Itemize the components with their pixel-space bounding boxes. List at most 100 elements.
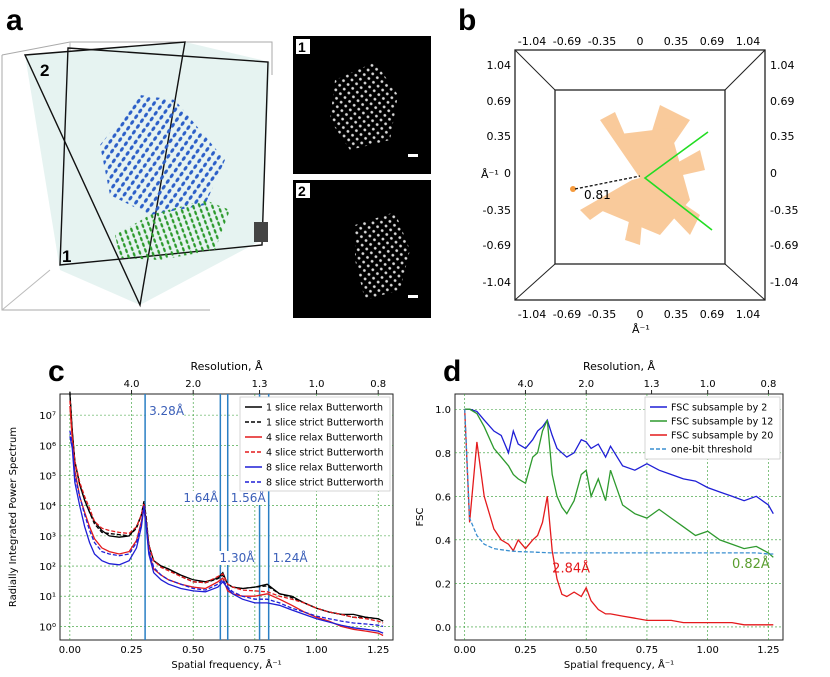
x-tick-label: 0.50: [182, 645, 204, 656]
legend-entry: 8 slice strict Butterworth: [266, 478, 384, 489]
x-tick-label: 1.00: [697, 645, 719, 656]
b-top-tick: -1.04: [518, 35, 546, 48]
inset-1-num: 1: [298, 39, 306, 55]
y-tick-label: 10⁷: [39, 411, 56, 422]
legend-box: [239, 396, 391, 492]
b-x-label: Å⁻¹: [632, 323, 650, 336]
corner-bl: [514, 263, 556, 301]
scatter-point: [570, 186, 576, 192]
b-bottom-tick: 0: [637, 308, 644, 321]
b-right-tick: 0.69: [770, 95, 795, 108]
b-right-tick: 1.04: [770, 59, 795, 72]
b-left-tick: -0.35: [483, 204, 511, 217]
resolution-annotation: 0.81: [584, 188, 611, 202]
b-top-tick: -0.35: [588, 35, 616, 48]
vline-label: 3.28Å: [149, 403, 185, 418]
b-left-tick: -1.04: [483, 276, 511, 289]
vline-label: 1.30Å: [220, 550, 256, 565]
box-edge-back: [1, 41, 273, 75]
y-axis-label: FSC: [415, 508, 426, 527]
legend-box: [644, 396, 781, 460]
top-tick-label: 0.8: [370, 379, 386, 390]
b-left-tick: -0.69: [483, 239, 511, 252]
x-tick-label: 1.00: [305, 645, 327, 656]
b-top-tick: -0.69: [553, 35, 581, 48]
b-right-tick: 0: [770, 167, 777, 180]
x-axis-label: Spatial frequency, Å⁻¹: [171, 658, 281, 671]
plane-1: [59, 47, 269, 266]
series-line-2: [464, 409, 774, 626]
chart-annotation: 0.82Å: [732, 556, 770, 572]
top-tick-label: 4.0: [124, 379, 140, 390]
y-tick-label: 0.0: [435, 623, 451, 634]
top-tick-label: 1.0: [700, 379, 716, 390]
inset-1-crystal: [330, 62, 398, 150]
y-tick-label: 10⁵: [39, 471, 56, 482]
inset-2-num: 2: [298, 183, 306, 199]
y-tick-label: 10³: [39, 532, 56, 543]
y-tick-label: 1.0: [435, 405, 451, 416]
panel-c-label: c: [48, 355, 65, 388]
legend-entry: FSC subsample by 2: [671, 403, 767, 414]
y-tick-label: 0.4: [435, 536, 451, 547]
b-right-tick: -1.04: [770, 276, 798, 289]
scatter-cloud: [580, 105, 705, 245]
series-line-5: [69, 430, 384, 628]
b-bottom-tick: -1.04: [518, 308, 546, 321]
series-line-4: [69, 436, 384, 634]
panel-d: d 0.00 0.25 0.50 0.75 1.00 1.25 0.0 0.2 0.4 0.6 0.…: [415, 355, 784, 671]
vline-label: 1.24Å: [273, 550, 309, 565]
top-tick-label: 2.0: [578, 379, 594, 390]
top-tick-label: 1.3: [252, 379, 268, 390]
y-tick-label: 0.6: [435, 492, 451, 503]
legend-entry: 4 slice relax Butterworth: [266, 433, 383, 444]
resolution-line: [574, 175, 641, 190]
x-tick-label: 1.25: [757, 645, 779, 656]
plane-2-label: 2: [40, 61, 49, 80]
vline-label-bg: [229, 491, 266, 505]
x-tick-label: 0.50: [575, 645, 597, 656]
legend-entry: 4 slice strict Butterworth: [266, 448, 384, 459]
b-left-tick: 0.35: [487, 130, 512, 143]
crystal-blue: [100, 95, 225, 215]
b-left-tick: 0.69: [487, 95, 512, 108]
panel-b: b 0.81 Å⁻¹ Å⁻¹ -1.04 -0.69 -0.35 0 0.35 0.69 1…: [458, 4, 798, 336]
top-tick-label: 0.8: [760, 379, 776, 390]
chart-title: Resolution, Å: [191, 360, 263, 373]
y-tick-label: 10⁴: [39, 502, 56, 513]
x-axis-label: Spatial frequency, Å⁻¹: [564, 658, 674, 671]
y-tick-label: 10⁶: [39, 441, 56, 452]
b-left-tick: 0: [504, 167, 511, 180]
series-line-1: [464, 408, 774, 558]
b-right-tick: -0.35: [770, 204, 798, 217]
panel-b-label: b: [458, 4, 476, 37]
b-top-tick: 0.35: [664, 35, 689, 48]
legend-entry: FSC subsample by 12: [671, 417, 773, 428]
inset-1-num-bg: [296, 39, 310, 54]
plane-1-label: 1: [62, 247, 71, 266]
x-tick-label: 0.00: [454, 645, 476, 656]
b-bottom-tick: -0.35: [588, 308, 616, 321]
legend-entry: 1 slice relax Butterworth: [266, 403, 383, 414]
panel-d-label: d: [443, 355, 461, 388]
inner-frame: [554, 89, 726, 265]
vline-label-bg: [218, 551, 255, 565]
y-tick-label: 10⁰: [39, 622, 56, 633]
y-tick-label: 0.2: [435, 579, 451, 590]
panel-a-label: a: [6, 4, 23, 37]
x-tick-label: 0.75: [244, 645, 266, 656]
x-tick-label: 0.00: [59, 645, 81, 656]
y-tick-label: 10²: [39, 562, 56, 573]
vline-label: 1.64Å: [183, 490, 219, 505]
inset-1-scalebar: [408, 154, 418, 157]
legend-entry: one-bit threshold: [671, 445, 752, 456]
inset-2-crystal: [355, 212, 410, 300]
legend-entry: 8 slice relax Butterworth: [266, 463, 383, 474]
inset-2-num-bg: [296, 183, 310, 198]
panel-a: a 2 1 1 2: [1, 4, 431, 318]
legend-entry: 1 slice strict Butterworth: [266, 418, 384, 429]
top-tick-label: 1.0: [309, 379, 325, 390]
b-left-tick: 1.04: [487, 59, 512, 72]
series-line-0: [464, 408, 774, 515]
b-right-tick: -0.69: [770, 239, 798, 252]
